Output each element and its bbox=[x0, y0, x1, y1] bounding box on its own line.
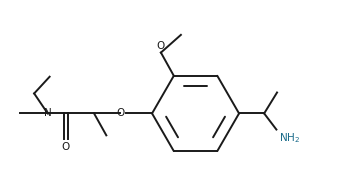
Text: O: O bbox=[62, 142, 70, 152]
Text: NH$_2$: NH$_2$ bbox=[279, 131, 300, 145]
Text: O: O bbox=[116, 108, 124, 118]
Text: N: N bbox=[44, 108, 52, 118]
Text: O: O bbox=[157, 41, 165, 51]
